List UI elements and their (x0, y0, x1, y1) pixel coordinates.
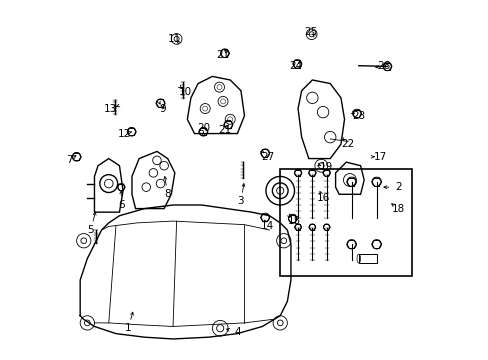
Text: 14: 14 (261, 221, 274, 231)
Text: 3: 3 (237, 197, 244, 206)
Bar (280, 169, 411, 276)
Text: 4: 4 (234, 327, 240, 337)
Text: 13: 13 (104, 104, 117, 113)
Text: 25: 25 (304, 27, 317, 37)
Text: 17: 17 (373, 152, 386, 162)
Text: 27: 27 (261, 152, 274, 162)
Bar (358, 254, 376, 263)
Text: 16: 16 (316, 193, 329, 203)
Text: 23: 23 (351, 111, 365, 121)
Text: 8: 8 (164, 189, 171, 199)
Text: 21: 21 (216, 50, 229, 60)
Text: 19: 19 (319, 162, 333, 172)
Text: 12: 12 (118, 129, 131, 139)
Text: 2: 2 (394, 182, 401, 192)
Text: 21: 21 (218, 125, 231, 135)
Text: 15: 15 (287, 216, 301, 226)
Text: 7: 7 (66, 156, 73, 165)
Text: 22: 22 (341, 139, 354, 149)
Text: 11: 11 (168, 34, 181, 44)
Text: 26: 26 (376, 61, 389, 71)
Text: 1: 1 (125, 323, 131, 333)
Text: 5: 5 (87, 225, 94, 235)
Text: 9: 9 (159, 104, 165, 113)
Text: 20: 20 (197, 123, 209, 133)
Text: 18: 18 (391, 203, 404, 213)
Text: 6: 6 (118, 200, 124, 210)
Text: 10: 10 (179, 87, 192, 98)
Text: 24: 24 (289, 61, 302, 71)
